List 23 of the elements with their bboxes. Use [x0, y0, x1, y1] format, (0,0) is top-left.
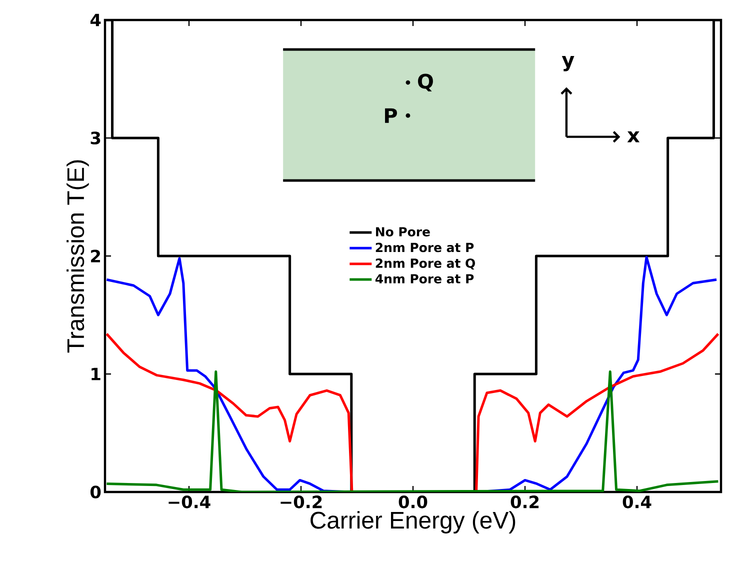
- legend-label: No Pore: [376, 227, 430, 236]
- annotation: y: [562, 56, 574, 72]
- x-axis-title: Carrier Energy (eV): [310, 511, 516, 534]
- y-tick-label: 3: [90, 132, 100, 144]
- y-axis-title: Transmission T(E): [66, 160, 89, 353]
- line-series: [105, 256, 718, 492]
- x-tick-label: −0.2: [280, 496, 322, 508]
- annotation: Q: [418, 74, 433, 92]
- legend-label: 2nm Pore at Q: [376, 258, 475, 270]
- x-tick-label: −0.4: [168, 496, 210, 508]
- x-tick-label: 0.2: [510, 496, 539, 508]
- y-tick-label: 2: [91, 250, 100, 262]
- annotation: x: [627, 131, 640, 142]
- x-tick-label: 0.4: [622, 496, 652, 508]
- legend-label: 2nm Pore at P: [376, 242, 474, 252]
- y-tick-label: 1: [92, 368, 100, 380]
- x-tick-label: 0.0: [398, 496, 428, 508]
- legend-label: 4nm Pore at P: [375, 274, 474, 284]
- line-series: [105, 332, 720, 492]
- line-series: [105, 370, 720, 492]
- annotation: P: [385, 108, 397, 123]
- y-tick-label: 0: [90, 486, 101, 498]
- y-tick-label: 4: [90, 14, 101, 26]
